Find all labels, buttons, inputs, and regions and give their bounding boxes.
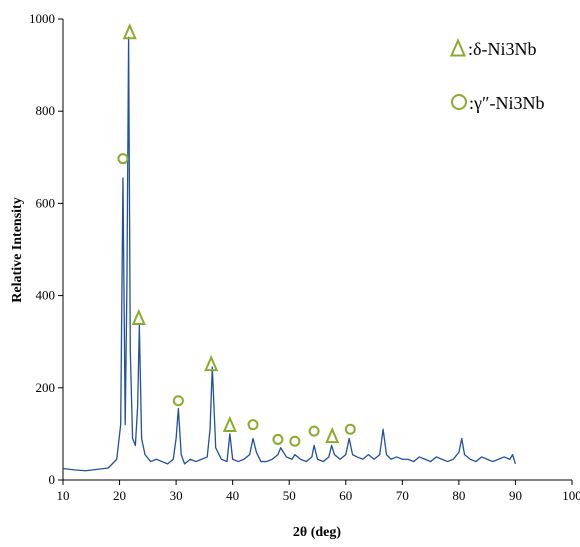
gamma-phase-marker (117, 153, 129, 165)
series-layer (62, 36, 517, 472)
y-tick-label: 400 (36, 288, 56, 303)
x-tick-label: 80 (452, 488, 465, 503)
x-axis: 10 20 30 40 50 60 70 80 90 100 (57, 480, 580, 503)
delta-phase-marker (204, 354, 219, 372)
xrd-pattern-line (62, 36, 517, 472)
y-tick-label: 800 (36, 103, 56, 118)
legend-triangle-icon (449, 38, 467, 57)
gamma-phase-marker (308, 425, 320, 437)
delta-phase-marker (122, 23, 137, 40)
legend: :δ-Ni3Nb :γ″-Ni3Nb (449, 38, 544, 113)
y-tick-label: 0 (49, 472, 56, 487)
x-tick-label: 20 (113, 488, 126, 503)
x-tick-label: 40 (226, 488, 239, 503)
gamma-phase-marker (344, 423, 356, 435)
gamma-phase-marker (272, 433, 284, 445)
legend-circle-icon (451, 94, 467, 110)
x-tick-label: 60 (339, 488, 352, 503)
gamma-phase-marker (289, 435, 301, 447)
legend-label: :γ″-Ni3Nb (469, 93, 544, 113)
legend-label: :δ-Ni3Nb (468, 39, 536, 59)
delta-phase-marker (222, 415, 237, 433)
gamma-phase-marker (247, 419, 259, 431)
x-tick-label: 100 (562, 488, 580, 503)
gamma-phase-marker (172, 395, 184, 407)
y-axis: 0 200 400 600 800 1000 (29, 11, 63, 487)
x-axis-title: 2θ (deg) (293, 525, 341, 540)
y-tick-label: 600 (36, 195, 56, 210)
delta-phase-marker (131, 308, 146, 326)
x-tick-label: 70 (396, 488, 409, 503)
x-tick-label: 50 (283, 488, 296, 503)
plot-frame (62, 19, 572, 481)
y-axis-title: Relative Intensity (10, 197, 25, 302)
x-tick-label: 90 (509, 488, 522, 503)
x-tick-label: 30 (170, 488, 183, 503)
x-tick-label: 10 (57, 488, 70, 503)
y-tick-label: 200 (36, 380, 56, 395)
delta-phase-marker (325, 426, 340, 444)
peak-markers (117, 23, 356, 447)
y-tick-label: 1000 (29, 11, 55, 26)
